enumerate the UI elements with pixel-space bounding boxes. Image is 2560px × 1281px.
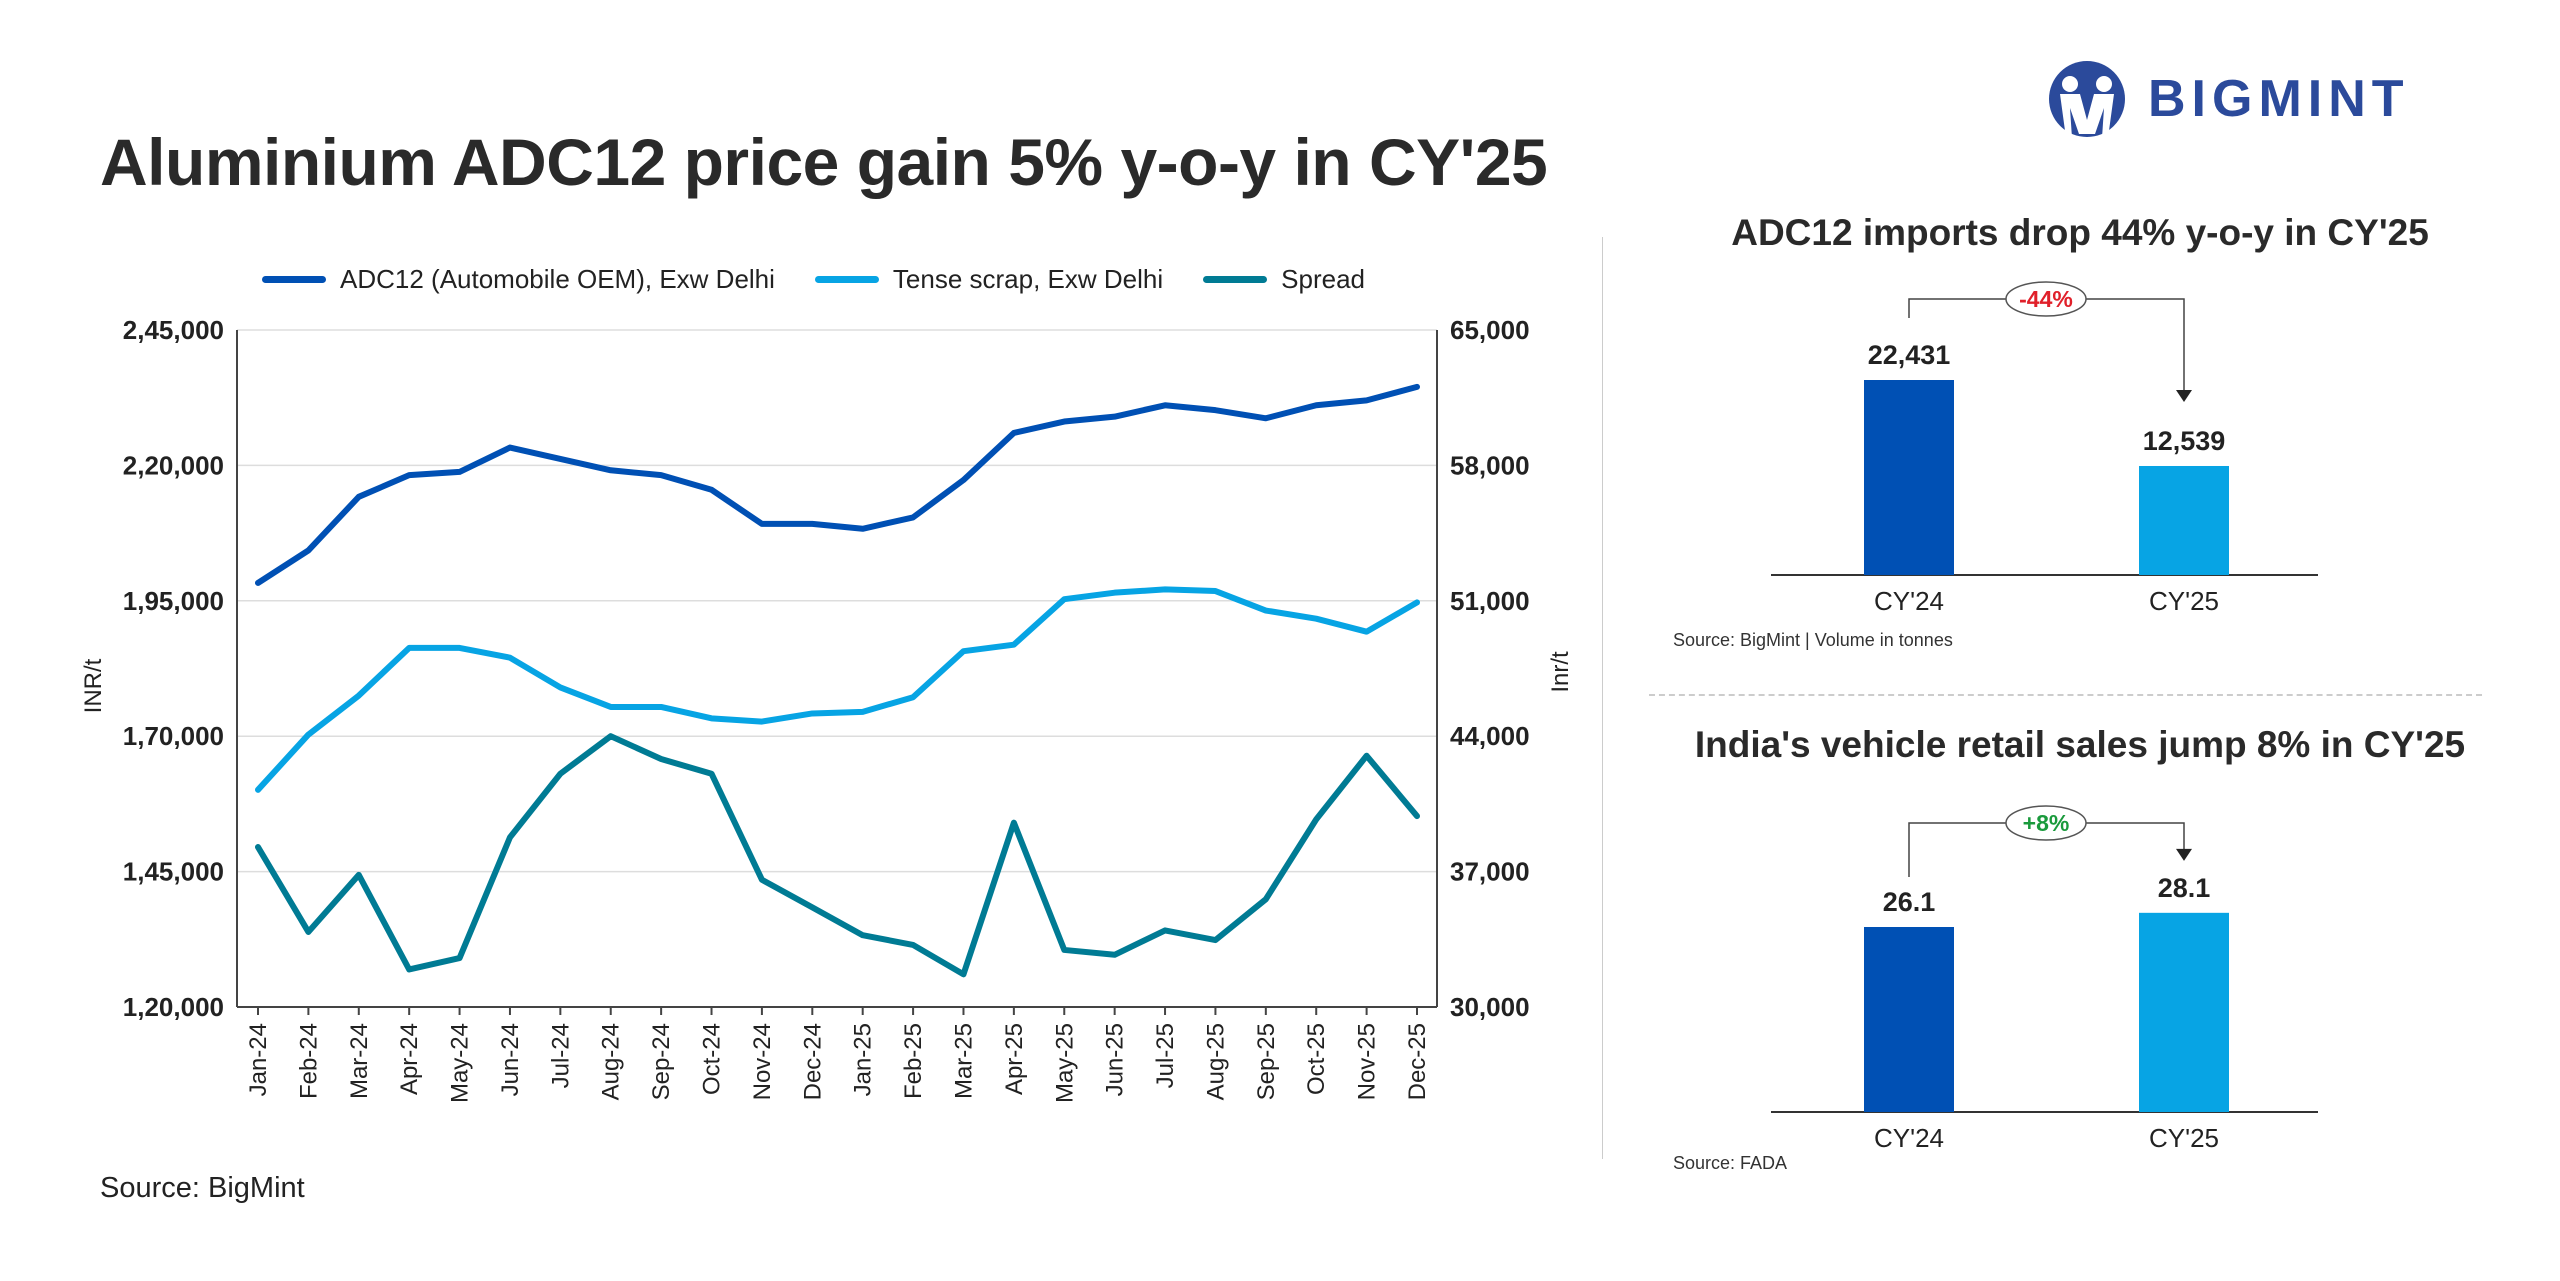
y-tick-label: 1,20,000 <box>123 992 224 1022</box>
y-tick-label: 2,45,000 <box>123 315 224 345</box>
x-tick-label: Jan-25 <box>850 1023 877 1096</box>
vehicle-sales-source: Source: FADA <box>1673 1153 1788 1173</box>
x-tick-label: Jul-25 <box>1152 1023 1179 1088</box>
x-tick-label: Apr-24 <box>396 1023 423 1095</box>
x-tick-label: Apr-25 <box>1001 1023 1028 1095</box>
page-title: Aluminium ADC12 price gain 5% y-o-y in C… <box>100 125 1548 199</box>
y-axis-label: INR/t <box>80 658 107 713</box>
y2-axis-label: Inr/t <box>1547 651 1574 693</box>
x-tick-label: Oct-24 <box>699 1023 726 1095</box>
bar <box>1864 927 1954 1112</box>
y2-tick-label: 30,000 <box>1450 992 1530 1022</box>
x-tick-label: Mar-25 <box>950 1023 977 1099</box>
x-tick-label: Jul-24 <box>547 1023 574 1088</box>
bar <box>1864 380 1954 575</box>
series-line-spread <box>255 733 1420 978</box>
bar-value-label: 12,539 <box>2143 426 2226 456</box>
bar-value-label: 28.1 <box>2158 873 2211 903</box>
legend-item-spread: Spread <box>1203 264 1365 295</box>
vehicle-sales-bar-chart: 26.1 CY'24 28.1 CY'25 +8% <box>1771 805 2318 1153</box>
horizontal-divider <box>1649 694 2482 696</box>
x-tick-label: Jan-24 <box>245 1023 272 1096</box>
x-tick-label: Aug-24 <box>598 1023 625 1100</box>
bar-value-label: 22,431 <box>1868 340 1951 370</box>
x-tick-label: Nov-25 <box>1354 1023 1381 1100</box>
x-tick-label: May-25 <box>1051 1023 1078 1103</box>
legend-item-tense-scrap: Tense scrap, Exw Delhi <box>814 264 1163 295</box>
change-badge-label: -44% <box>2019 286 2073 312</box>
series-line-adc12 <box>255 383 1420 586</box>
bigmint-logo: BIGMINT <box>2048 60 2410 138</box>
change-badge <box>2005 805 2087 841</box>
x-tick-label: Jun-24 <box>497 1023 524 1096</box>
arrow-head-icon <box>2176 848 2192 861</box>
vehicle-sales-chart-title: India's vehicle retail sales jump 8% in … <box>1694 724 2466 765</box>
imports-chart-title: ADC12 imports drop 44% y-o-y in CY'25 <box>1731 212 2429 253</box>
arrow-head-icon <box>2176 389 2192 402</box>
chart-legend: ADC12 (Automobile OEM), Exw Delhi Tense … <box>262 264 1365 295</box>
x-tick-label: Sep-25 <box>1253 1023 1280 1100</box>
x-tick-label: Feb-24 <box>295 1023 322 1099</box>
x-tick-label: Jun-25 <box>1102 1023 1129 1096</box>
y2-tick-label: 58,000 <box>1450 450 1530 480</box>
bar <box>2139 465 2229 575</box>
main-line-chart: 1,20,000 30,000 1,45,000 37,000 1,70,000 44,0… <box>80 315 1574 1103</box>
change-badge <box>2005 281 2087 317</box>
bigmint-logo-text: BIGMINT <box>2148 70 2410 128</box>
bigmint-logo-icon <box>2049 61 2125 138</box>
x-category-label: CY'25 <box>2149 586 2219 616</box>
x-tick-label: Mar-24 <box>346 1023 373 1099</box>
x-tick-label: Feb-25 <box>900 1023 927 1099</box>
y2-tick-label: 44,000 <box>1450 721 1530 751</box>
x-category-label: CY'25 <box>2149 1123 2219 1153</box>
bar <box>2139 912 2229 1112</box>
series-line-tense-scrap <box>255 586 1420 793</box>
x-tick-label: Aug-25 <box>1202 1023 1229 1100</box>
x-category-label: CY'24 <box>1874 1123 1944 1153</box>
y-tick-label: 1,95,000 <box>123 586 224 616</box>
x-tick-label: Dec-25 <box>1404 1023 1431 1100</box>
x-tick-label: Nov-24 <box>749 1023 776 1100</box>
y2-tick-label: 51,000 <box>1450 586 1530 616</box>
y-tick-label: 2,20,000 <box>123 450 224 480</box>
main-source: Source: BigMint <box>100 1172 305 1204</box>
bar-value-label: 26.1 <box>1883 887 1936 917</box>
x-tick-label: Oct-25 <box>1303 1023 1330 1095</box>
x-category-label: CY'24 <box>1874 586 1944 616</box>
y-tick-label: 1,45,000 <box>123 857 224 887</box>
imports-source: Source: BigMint | Volume in tonnes <box>1673 630 1953 650</box>
legend-item-adc12: ADC12 (Automobile OEM), Exw Delhi <box>262 264 775 295</box>
imports-bar-chart: 22,431 CY'24 12,539 CY'25 -44% <box>1771 281 2318 616</box>
y-tick-label: 1,70,000 <box>123 721 224 751</box>
vertical-divider <box>1602 237 1603 1159</box>
change-badge-label: +8% <box>2023 810 2070 836</box>
x-tick-label: May-24 <box>447 1023 474 1103</box>
x-tick-label: Sep-24 <box>648 1023 675 1100</box>
x-tick-label: Dec-24 <box>799 1023 826 1100</box>
y2-tick-label: 65,000 <box>1450 315 1530 345</box>
y2-tick-label: 37,000 <box>1450 857 1530 887</box>
